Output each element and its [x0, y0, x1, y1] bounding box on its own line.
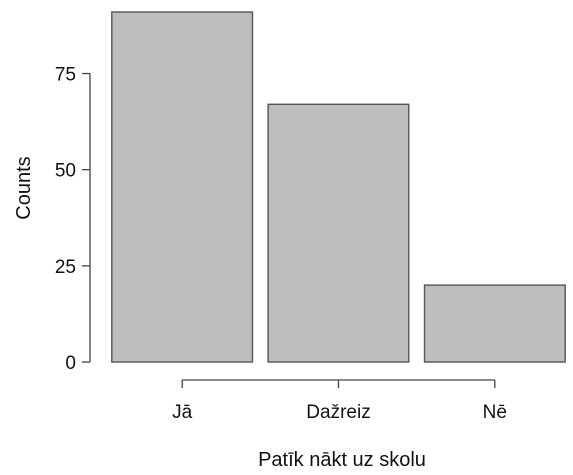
x-tick-label-2: Nē — [483, 402, 507, 423]
y-axis-label: Counts — [13, 156, 35, 219]
bar-1 — [267, 103, 410, 363]
y-tick-label-1: 25 — [55, 257, 76, 278]
y-axis: 0 25 50 75 — [55, 65, 91, 374]
x-axis-label: Patīk nākt uz skolu — [258, 449, 426, 471]
x-axis: Jā Dažreiz Nē — [172, 379, 507, 423]
x-tick-label-0: Jā — [172, 402, 193, 423]
bar-2 — [423, 284, 566, 363]
y-tick-label-3: 75 — [55, 65, 76, 86]
bars-group — [111, 11, 566, 363]
y-tick-label-0: 0 — [65, 353, 76, 374]
y-tick-label-2: 50 — [55, 161, 76, 182]
x-tick-label-1: Dažreiz — [306, 402, 370, 423]
bar-0 — [111, 11, 254, 363]
